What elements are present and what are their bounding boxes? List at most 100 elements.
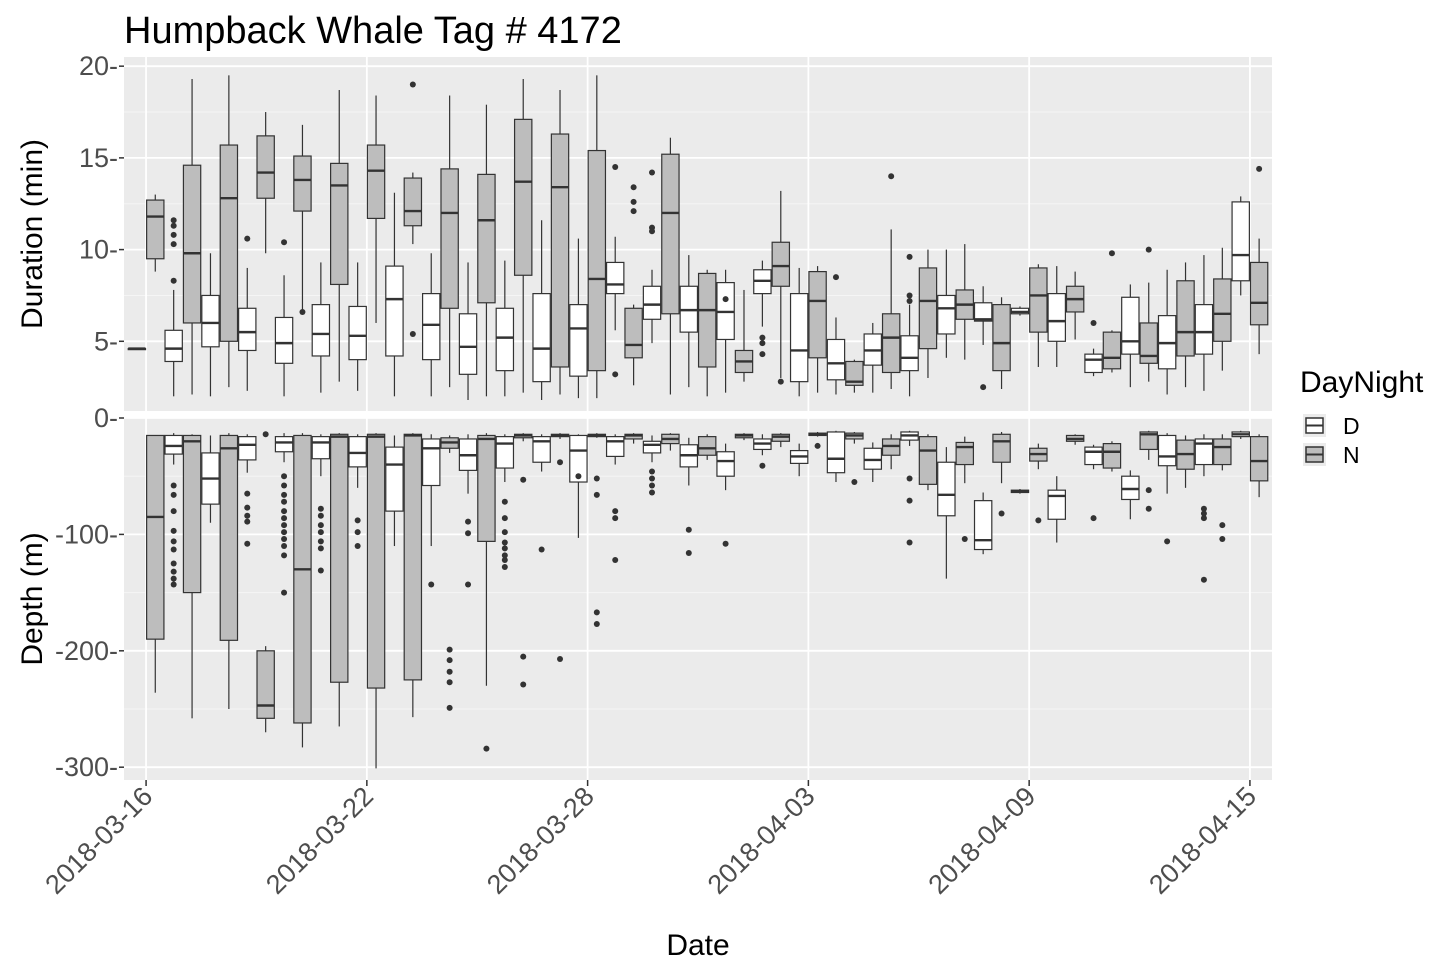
outlier-point xyxy=(428,581,435,588)
box-d xyxy=(826,430,846,483)
box-body xyxy=(587,149,607,372)
box-body xyxy=(477,173,496,304)
box-body xyxy=(1157,434,1177,467)
box-d xyxy=(973,286,993,391)
outlier-point xyxy=(759,334,766,341)
box-body xyxy=(532,436,551,463)
outlier-point xyxy=(317,522,324,529)
box-n xyxy=(1176,262,1195,388)
outlier-point xyxy=(1256,165,1263,172)
box-d xyxy=(863,442,883,483)
box-n xyxy=(403,433,423,718)
depth-y-axis-title: Depth (m) xyxy=(16,532,49,665)
box-d xyxy=(716,443,735,547)
box-n xyxy=(146,434,165,693)
duration-y-axis-title: Duration (min) xyxy=(16,139,49,329)
outlier-point xyxy=(557,655,564,662)
outlier-point xyxy=(888,173,895,180)
outlier-point xyxy=(170,538,177,545)
outlier-point xyxy=(1200,510,1207,517)
box-d xyxy=(1157,433,1177,545)
outlier-point xyxy=(759,340,766,347)
box-body xyxy=(937,294,956,335)
box-body xyxy=(808,271,827,359)
box-body xyxy=(385,265,404,357)
outlier-point xyxy=(575,473,582,480)
outlier-point xyxy=(501,545,508,552)
box-n xyxy=(293,124,312,315)
outlier-point xyxy=(1219,536,1226,543)
box-d xyxy=(1231,430,1250,439)
box-d xyxy=(311,434,331,574)
outlier-point xyxy=(501,529,508,536)
y-tick-label: -100- xyxy=(55,519,118,549)
box-body xyxy=(1139,322,1158,364)
outlier-point xyxy=(777,378,784,385)
box-n xyxy=(1102,441,1122,472)
duration-panel: 20- 15- 10- 5- xyxy=(79,51,1272,411)
legend-label-d: D xyxy=(1343,413,1360,439)
box-body xyxy=(219,434,239,641)
box-body xyxy=(1029,267,1048,333)
box-d xyxy=(311,262,331,393)
outlier-point xyxy=(170,508,177,515)
outlier-point xyxy=(1108,250,1115,257)
box-n xyxy=(1139,430,1158,512)
box-n xyxy=(881,173,901,389)
outlier-point xyxy=(1200,505,1207,512)
outlier-point xyxy=(593,609,600,616)
box-d xyxy=(421,434,441,588)
box-body xyxy=(881,313,901,374)
box-n xyxy=(366,433,386,769)
box-body xyxy=(1194,304,1214,355)
box-body xyxy=(642,285,662,320)
outlier-point xyxy=(501,498,508,505)
box-n xyxy=(918,249,938,378)
depth-boxes xyxy=(146,430,1269,769)
outlier-point xyxy=(520,476,527,483)
x-tick-label: 2018-04-03 xyxy=(702,781,821,900)
box-body xyxy=(973,302,993,322)
box-n xyxy=(440,435,459,711)
box-body xyxy=(366,144,386,220)
outlier-point xyxy=(851,479,858,486)
box-d xyxy=(900,430,919,546)
box-d xyxy=(569,238,588,399)
y-tick-label: 20- xyxy=(79,51,118,81)
outlier-point xyxy=(170,560,177,567)
outlier-point xyxy=(317,567,324,574)
box-body xyxy=(421,293,441,361)
outlier-point xyxy=(906,475,913,482)
box-body xyxy=(201,294,220,348)
box-n xyxy=(182,434,202,719)
box-d xyxy=(973,492,993,555)
outlier-point xyxy=(281,473,288,480)
box-body xyxy=(238,307,257,352)
box-body xyxy=(385,446,404,512)
outlier-point xyxy=(1090,515,1097,522)
outlier-point xyxy=(593,475,600,482)
box-n xyxy=(992,297,1011,389)
box-n xyxy=(146,194,165,272)
box-d xyxy=(605,434,625,564)
box-body xyxy=(146,434,165,640)
box-body xyxy=(1047,489,1066,520)
x-tick-label: 2018-04-09 xyxy=(923,781,1042,900)
box-d xyxy=(348,434,367,550)
outlier-point xyxy=(483,745,490,752)
outlier-point xyxy=(446,657,453,664)
outlier-point xyxy=(354,543,361,550)
box-n xyxy=(1065,434,1085,445)
outlier-point xyxy=(630,184,637,191)
outlier-point xyxy=(501,557,508,564)
outlier-point xyxy=(281,529,288,536)
box-body xyxy=(274,436,294,453)
box-n xyxy=(624,184,643,386)
box-d xyxy=(238,434,257,547)
box-body xyxy=(661,153,680,315)
box-n xyxy=(734,433,754,441)
outlier-point xyxy=(317,505,324,512)
outlier-point xyxy=(281,543,288,550)
box-body xyxy=(569,304,588,377)
box-d xyxy=(569,434,588,538)
